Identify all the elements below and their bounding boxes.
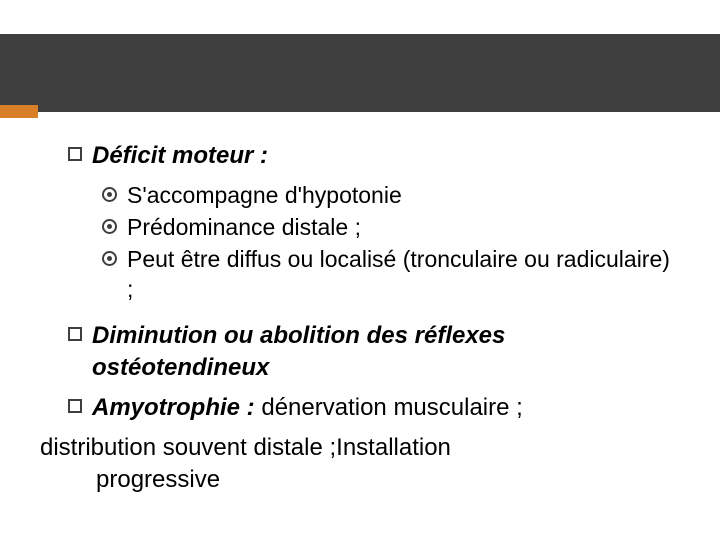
top-spacer	[0, 0, 720, 34]
square-bullet-icon	[68, 327, 82, 341]
sub-text-diffus: Peut être diffus ou localisé (tronculair…	[127, 244, 678, 304]
deficit-sublist: S'accompagne d'hypotonie Prédominance di…	[102, 180, 678, 304]
amyotrophie-text: Amyotrophie : dénervation musculaire ;	[92, 392, 523, 424]
sub-item-distale: Prédominance distale ;	[102, 212, 678, 242]
header-band	[0, 34, 720, 112]
circle-bullet-icon	[102, 219, 117, 234]
bullet-deficit-moteur: Déficit moteur :	[68, 140, 678, 172]
continuation-line-2: progressive	[96, 464, 678, 496]
sub-text-hypotonie: S'accompagne d'hypotonie	[127, 180, 402, 210]
bullet-amyotrophie: Amyotrophie : dénervation musculaire ;	[68, 392, 678, 424]
bullet-reflexes: Diminution ou abolition des réflexes ost…	[68, 320, 678, 384]
circle-bullet-icon	[102, 251, 117, 266]
square-bullet-icon	[68, 147, 82, 161]
reflexes-text: Diminution ou abolition des réflexes ost…	[92, 320, 678, 384]
deficit-moteur-title: Déficit moteur :	[92, 140, 268, 172]
circle-bullet-icon	[102, 187, 117, 202]
sub-text-distale: Prédominance distale ;	[127, 212, 361, 242]
orange-accent-tab	[0, 105, 38, 118]
slide-content: Déficit moteur : S'accompagne d'hypotoni…	[0, 112, 720, 496]
square-bullet-icon	[68, 399, 82, 413]
continuation-line-1: distribution souvent distale ;Installati…	[40, 432, 678, 464]
sub-item-diffus: Peut être diffus ou localisé (tronculair…	[102, 244, 678, 304]
slide: Déficit moteur : S'accompagne d'hypotoni…	[0, 0, 720, 540]
sub-item-hypotonie: S'accompagne d'hypotonie	[102, 180, 678, 210]
